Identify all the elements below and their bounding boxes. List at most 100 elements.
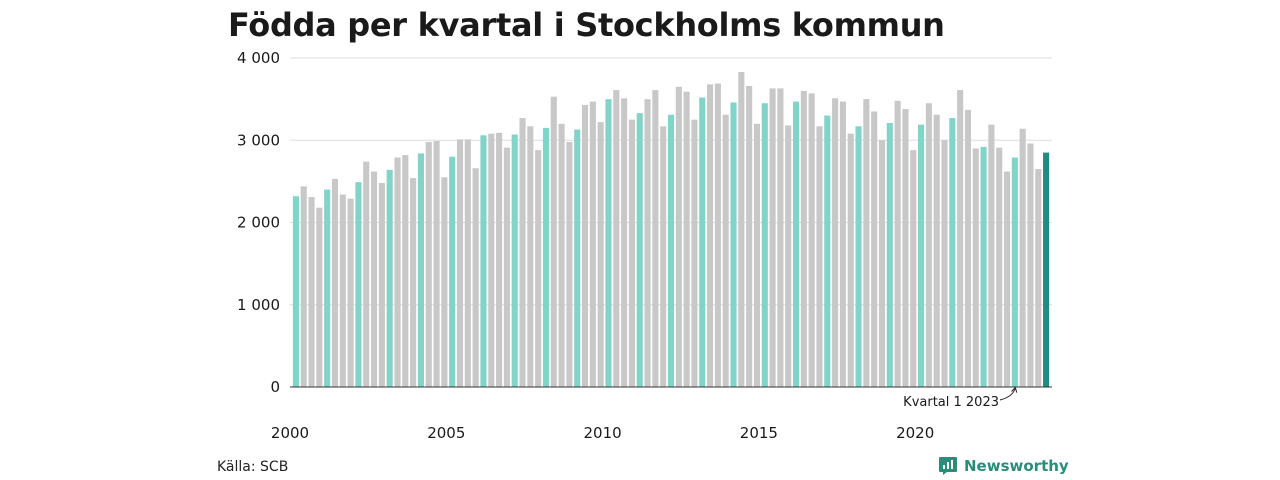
y-tick-label: 3 000: [237, 131, 280, 149]
bar: [456, 139, 464, 387]
bar: [621, 98, 628, 388]
bar: [667, 114, 675, 387]
bar: [839, 101, 846, 387]
bar: [589, 101, 596, 387]
bar: [886, 122, 893, 387]
bar: [308, 197, 315, 387]
bar: [519, 118, 526, 387]
x-tick-label: 2015: [740, 424, 778, 442]
x-tick-label: 2000: [271, 424, 309, 442]
bar: [574, 129, 581, 387]
bar: [597, 122, 604, 388]
bar: [628, 119, 635, 387]
bar: [433, 141, 440, 387]
bar: [410, 178, 417, 387]
chart-title: Födda per kvartal i Stockholms kommun: [228, 6, 945, 44]
bar: [472, 168, 479, 387]
bar: [488, 133, 495, 387]
bar: [847, 133, 854, 387]
bar: [816, 126, 823, 388]
bar: [941, 140, 948, 387]
bar: [738, 71, 745, 387]
bar: [808, 93, 815, 388]
bar: [511, 134, 518, 387]
bar: [957, 90, 964, 387]
bar: [550, 96, 557, 387]
x-tick-labels: 2000 2005 2010 2015 2020: [271, 424, 934, 442]
bar: [316, 207, 323, 387]
bar: [441, 177, 448, 387]
y-tick-labels: 0 1 000 2 000 3 000 4 000: [237, 49, 280, 396]
bar: [347, 198, 354, 387]
bar: [652, 90, 659, 387]
bar: [542, 127, 550, 387]
bar: [691, 119, 698, 387]
bar: [605, 99, 612, 388]
bar: [660, 126, 667, 388]
bar: [558, 123, 565, 388]
y-tick-label: 4 000: [237, 49, 280, 67]
bar: [402, 155, 409, 387]
bar: [644, 99, 651, 388]
bar: [331, 178, 339, 387]
y-tick-label: 0: [270, 378, 280, 396]
bar: [707, 84, 714, 387]
bar: [1003, 171, 1011, 387]
bar: [863, 99, 870, 388]
y-tick-label: 1 000: [237, 296, 280, 314]
newsworthy-bars-icon: [939, 457, 957, 475]
bar: [324, 189, 331, 387]
bar: [761, 103, 768, 388]
y-tick-label: 2 000: [237, 214, 280, 232]
bar: [339, 194, 346, 387]
bar: [355, 182, 362, 387]
x-tick-label: 2005: [427, 424, 465, 442]
bar: [417, 153, 424, 387]
annotation-arrow: [999, 388, 1016, 401]
bar: [933, 114, 940, 387]
bar: [535, 150, 542, 387]
bar: [1019, 128, 1026, 388]
bar: [378, 183, 385, 387]
bars: [292, 71, 1050, 388]
bar: [824, 115, 831, 387]
bar: [300, 186, 307, 387]
bar: [292, 196, 299, 387]
bar: [464, 139, 471, 387]
bar: [503, 147, 510, 387]
brand-name: Newsworthy: [964, 457, 1069, 475]
x-tick-label: 2010: [584, 424, 622, 442]
bar: [785, 125, 792, 387]
bar: [1043, 152, 1050, 387]
bar: [972, 148, 979, 387]
bar: [1035, 169, 1042, 387]
bar: [449, 156, 456, 387]
bar: [566, 141, 573, 387]
bar: [918, 124, 925, 388]
bar: [496, 132, 503, 387]
bar: [894, 100, 901, 388]
bar: [753, 123, 761, 388]
bar: [832, 98, 839, 388]
bar: [1011, 157, 1018, 387]
bar: [581, 104, 589, 387]
bar: [910, 150, 917, 387]
bar: [996, 147, 1003, 387]
annotation-group: Kvartal 1 2023: [903, 386, 1018, 410]
bar: [1027, 143, 1034, 387]
bar: [636, 113, 643, 388]
bar: [988, 124, 995, 388]
bar: [800, 90, 807, 388]
bar: [683, 91, 690, 387]
bar: [527, 126, 534, 388]
bar: [777, 88, 784, 388]
bar: [675, 86, 682, 387]
bar: [386, 169, 393, 387]
bar: [746, 85, 753, 388]
bar: [699, 97, 706, 387]
bar: [714, 83, 721, 387]
source-note: Källa: SCB: [217, 459, 289, 475]
x-tick-label: 2020: [896, 424, 934, 442]
newsworthy-logo[interactable]: Newsworthy: [938, 456, 1069, 476]
